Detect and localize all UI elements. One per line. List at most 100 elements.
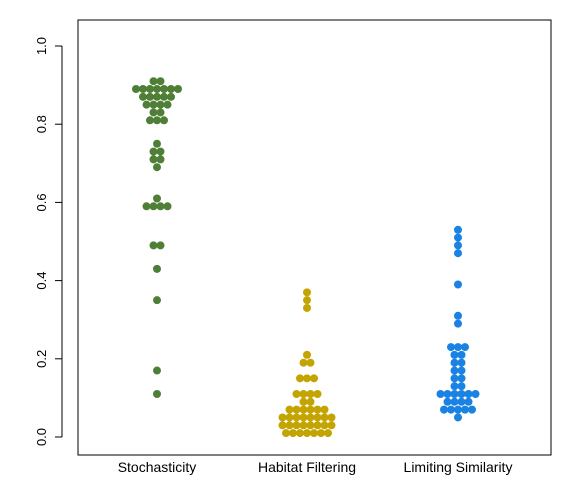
- data-point: [450, 389, 459, 398]
- data-point: [313, 389, 322, 398]
- data-point: [454, 233, 462, 242]
- data-point: [457, 389, 466, 398]
- data-point: [278, 421, 287, 430]
- data-point: [142, 100, 151, 109]
- data-point: [454, 225, 462, 234]
- data-point: [149, 147, 158, 156]
- data-point: [174, 85, 182, 94]
- data-point: [443, 389, 452, 398]
- plot-frame: [77, 19, 552, 456]
- data-point: [313, 405, 322, 414]
- data-point: [468, 405, 476, 414]
- data-point: [149, 241, 158, 250]
- data-point: [285, 421, 294, 430]
- data-point: [471, 389, 480, 398]
- data-point: [149, 108, 158, 117]
- x-axis: Stochasticity Habitat Filtering Limiting S…: [118, 459, 513, 475]
- data-point: [450, 358, 459, 367]
- data-point: [457, 382, 466, 391]
- data-point: [153, 194, 161, 203]
- data-point: [450, 366, 459, 375]
- data-point: [163, 202, 172, 211]
- data-point: [292, 405, 301, 414]
- data-point: [289, 429, 297, 438]
- data-point: [299, 405, 308, 414]
- data-point: [457, 374, 466, 383]
- data-point: [450, 350, 459, 359]
- data-point: [153, 85, 161, 94]
- category-label: Limiting Similarity: [404, 459, 513, 475]
- data-point: [146, 116, 154, 125]
- data-point: [132, 85, 140, 94]
- data-point: [306, 358, 315, 367]
- data-point: [156, 100, 165, 109]
- data-point: [303, 350, 311, 359]
- data-point: [153, 116, 161, 125]
- data-point: [454, 241, 462, 250]
- y-tick-label: 1.0: [34, 37, 49, 55]
- data-point: [292, 389, 301, 398]
- data-point: [156, 108, 165, 117]
- data-point: [454, 405, 462, 414]
- y-tick-label: 0.2: [34, 350, 49, 368]
- data-point: [149, 77, 158, 86]
- data-point: [457, 366, 466, 375]
- data-point: [324, 429, 332, 438]
- data-point: [146, 85, 154, 94]
- data-point: [142, 202, 151, 211]
- data-point: [153, 264, 161, 273]
- data-point: [310, 429, 318, 438]
- data-point: [153, 389, 161, 398]
- category-label: Stochasticity: [118, 459, 197, 475]
- data-point: [443, 397, 452, 406]
- data-point: [299, 389, 308, 398]
- data-point: [320, 405, 329, 414]
- data-point: [450, 382, 459, 391]
- data-point: [450, 374, 459, 383]
- data-point: [149, 100, 158, 109]
- data-point: [454, 413, 462, 422]
- data-point: [327, 413, 336, 422]
- data-point: [461, 343, 469, 352]
- data-point: [306, 405, 315, 414]
- data-point: [299, 421, 308, 430]
- data-point: [163, 100, 172, 109]
- data-point: [313, 421, 322, 430]
- y-tick-label: 0.4: [34, 272, 49, 290]
- data-points: [132, 77, 480, 438]
- y-axis: 0.0 0.2 0.4 0.6 0.8 1.0: [34, 37, 63, 446]
- data-point: [320, 421, 329, 430]
- data-point: [153, 296, 161, 305]
- data-point: [320, 413, 329, 422]
- y-tick-label: 0.0: [34, 428, 49, 446]
- data-point: [296, 374, 304, 383]
- data-point: [292, 413, 301, 422]
- y-tick-label: 0.8: [34, 115, 49, 133]
- data-point: [454, 343, 462, 352]
- data-point: [153, 366, 161, 375]
- data-point: [149, 155, 158, 164]
- data-point: [160, 85, 168, 94]
- data-point: [464, 397, 473, 406]
- data-point: [285, 405, 294, 414]
- data-point: [282, 429, 290, 438]
- data-point: [303, 296, 311, 305]
- data-point: [149, 202, 158, 211]
- data-point: [436, 389, 445, 398]
- data-point: [156, 155, 165, 164]
- data-point: [278, 413, 287, 422]
- data-point: [303, 303, 311, 312]
- data-point: [303, 429, 311, 438]
- data-point: [296, 429, 304, 438]
- data-point: [327, 421, 336, 430]
- data-point: [461, 405, 469, 414]
- data-point: [450, 397, 459, 406]
- data-point: [464, 389, 473, 398]
- data-point: [447, 343, 455, 352]
- data-point: [306, 421, 315, 430]
- data-point: [285, 413, 294, 422]
- data-point: [454, 319, 462, 328]
- data-point: [454, 311, 462, 320]
- data-point: [454, 280, 462, 289]
